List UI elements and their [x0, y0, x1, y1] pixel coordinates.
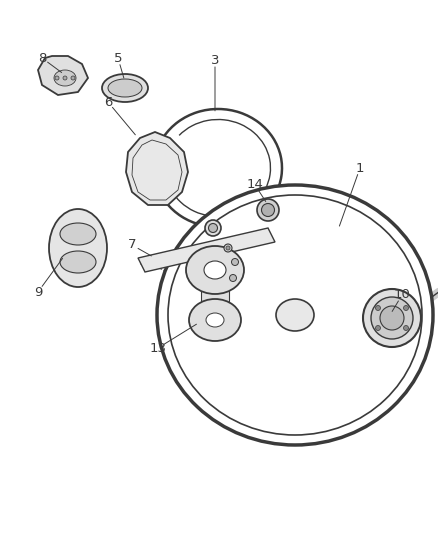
- Ellipse shape: [403, 326, 409, 330]
- Ellipse shape: [261, 204, 275, 216]
- Ellipse shape: [224, 244, 232, 252]
- Text: 5: 5: [114, 52, 122, 64]
- Polygon shape: [38, 56, 88, 95]
- Ellipse shape: [55, 76, 59, 80]
- Ellipse shape: [206, 313, 224, 327]
- Ellipse shape: [375, 326, 381, 330]
- Ellipse shape: [226, 246, 230, 250]
- Text: 14: 14: [247, 179, 263, 191]
- Ellipse shape: [232, 259, 239, 265]
- Ellipse shape: [371, 297, 413, 339]
- Ellipse shape: [102, 74, 148, 102]
- Text: 3: 3: [211, 53, 219, 67]
- Polygon shape: [138, 228, 275, 272]
- Ellipse shape: [257, 199, 279, 221]
- Ellipse shape: [380, 306, 404, 330]
- Text: 8: 8: [38, 52, 46, 64]
- Text: 13: 13: [149, 342, 166, 354]
- Text: 1: 1: [356, 161, 364, 174]
- Ellipse shape: [363, 289, 421, 347]
- Ellipse shape: [403, 305, 409, 311]
- Ellipse shape: [63, 76, 67, 80]
- Ellipse shape: [186, 246, 244, 294]
- Ellipse shape: [276, 299, 314, 331]
- Ellipse shape: [375, 305, 381, 311]
- Ellipse shape: [49, 209, 107, 287]
- Polygon shape: [201, 290, 229, 303]
- Text: 10: 10: [394, 288, 410, 302]
- Ellipse shape: [208, 223, 218, 232]
- Ellipse shape: [189, 299, 241, 341]
- Text: 7: 7: [128, 238, 136, 252]
- Ellipse shape: [71, 76, 75, 80]
- Ellipse shape: [60, 251, 96, 273]
- Ellipse shape: [205, 220, 221, 236]
- Text: 9: 9: [34, 286, 42, 298]
- Ellipse shape: [157, 185, 433, 445]
- Ellipse shape: [108, 79, 142, 97]
- Text: 6: 6: [104, 95, 112, 109]
- Ellipse shape: [168, 195, 422, 435]
- Ellipse shape: [54, 70, 76, 86]
- Ellipse shape: [230, 274, 237, 281]
- Polygon shape: [126, 132, 188, 205]
- Ellipse shape: [204, 261, 226, 279]
- Ellipse shape: [60, 223, 96, 245]
